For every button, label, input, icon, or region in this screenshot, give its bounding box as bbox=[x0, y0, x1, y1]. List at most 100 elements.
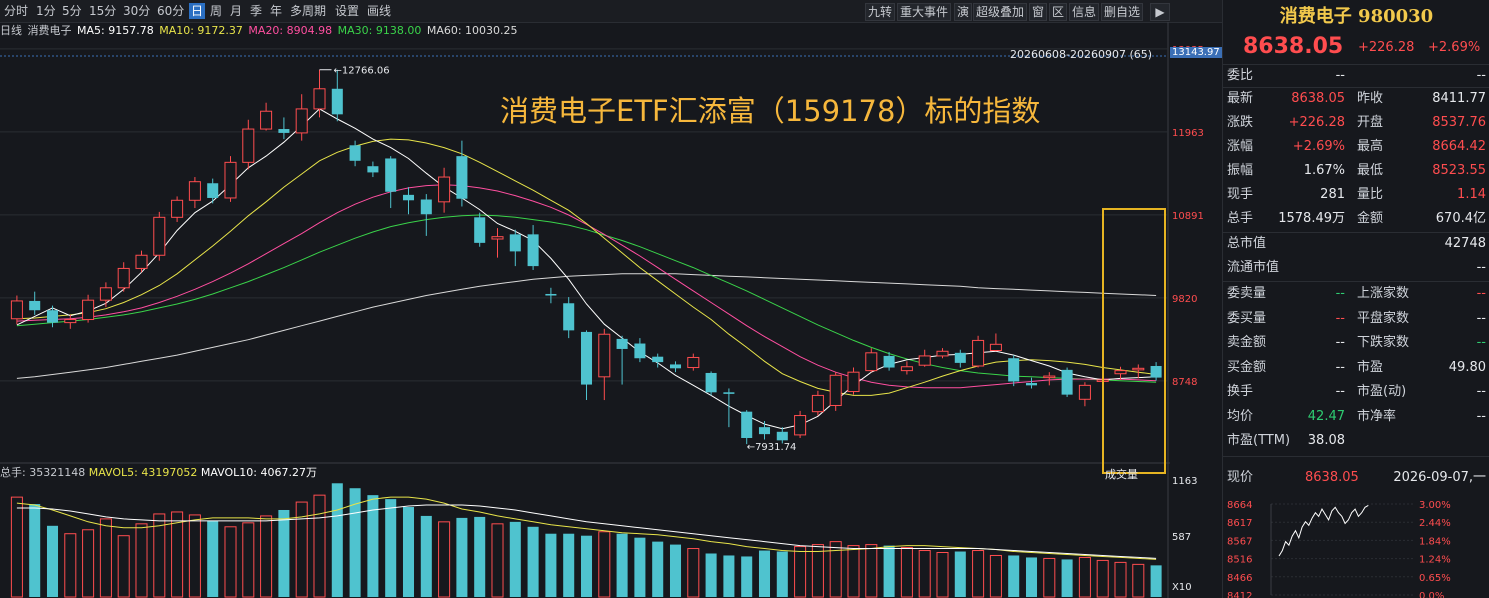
candle-body bbox=[1025, 383, 1038, 386]
candle-body bbox=[474, 217, 486, 243]
mini-right-tick: 3.00% bbox=[1419, 500, 1451, 511]
volume-bar bbox=[634, 537, 646, 597]
period-week[interactable]: 周 bbox=[210, 4, 223, 18]
volume-bar bbox=[1043, 557, 1056, 598]
period-month[interactable]: 月 bbox=[230, 4, 243, 18]
volume-bar bbox=[527, 526, 539, 597]
major-events-button[interactable]: 重大事件 bbox=[897, 3, 952, 21]
candle-body bbox=[972, 339, 985, 367]
quote-label-right: 最低 bbox=[1357, 163, 1384, 178]
candle-body bbox=[242, 128, 255, 163]
volume-bar bbox=[563, 533, 575, 597]
volume-bar bbox=[1008, 555, 1020, 597]
quote-row: 总手 1578.49万 金额 670.4亿 bbox=[1227, 209, 1486, 229]
intraday-mini-chart[interactable]: 8664 3.00% 8617 2.44% 8567 1.84% 8516 1.24% 8466… bbox=[1223, 490, 1489, 598]
period-30min[interactable]: 30分 bbox=[123, 4, 151, 18]
depth-label-right: 市盈 bbox=[1357, 359, 1384, 375]
quote-label-right: 昨收 bbox=[1357, 91, 1384, 106]
candle-body bbox=[1008, 358, 1020, 382]
candle-body bbox=[705, 372, 717, 393]
period-1min[interactable]: 1分 bbox=[36, 4, 56, 18]
candle-body bbox=[82, 299, 95, 321]
candle-body bbox=[563, 303, 575, 331]
candle-body bbox=[207, 183, 219, 198]
settings-button[interactable]: 设置 bbox=[335, 4, 360, 18]
panel-pct: +2.69% bbox=[1428, 40, 1481, 55]
mini-price-line bbox=[1278, 504, 1369, 557]
ma30-value: MA30: 9138.00 bbox=[337, 24, 422, 37]
quote-row: 涨幅 +2.69% 最高 8664.42 bbox=[1227, 137, 1486, 157]
ma5-value: MA5: 9157.78 bbox=[77, 24, 154, 37]
period-5min[interactable]: 5分 bbox=[62, 4, 82, 18]
volume-bar bbox=[331, 483, 343, 597]
collapse-panel-icon[interactable]: ▶ bbox=[1150, 3, 1170, 21]
candle-body bbox=[313, 88, 326, 110]
info-button[interactable]: 信息 bbox=[1069, 3, 1100, 21]
volume-bar bbox=[1061, 559, 1073, 597]
period-fenshi[interactable]: 分时 bbox=[4, 4, 29, 18]
zone-button[interactable]: 区 bbox=[1049, 3, 1068, 21]
candle-body bbox=[153, 216, 166, 256]
volume-bar bbox=[1150, 565, 1162, 597]
depth-value-left: -- bbox=[1335, 359, 1345, 375]
depth-label-left: 买金额 bbox=[1227, 359, 1267, 375]
period-60min[interactable]: 60分 bbox=[157, 4, 185, 18]
mini-left-tick: 8516 bbox=[1227, 555, 1252, 566]
candle-body bbox=[10, 300, 23, 320]
candle-body bbox=[188, 181, 201, 201]
volume-bar bbox=[989, 554, 1002, 598]
high-annotation: ←12766.06 bbox=[334, 66, 390, 77]
volume-bar bbox=[135, 523, 148, 598]
period-quarter[interactable]: 季 bbox=[250, 4, 263, 18]
candle-body bbox=[1132, 367, 1145, 371]
quote-value-right: 8411.77 bbox=[1432, 91, 1486, 106]
jiuzhuan-button[interactable]: 九转 bbox=[865, 3, 896, 21]
depth-value-left: -- bbox=[1335, 286, 1345, 301]
volume-bar bbox=[207, 520, 219, 597]
mini-left-tick: 8567 bbox=[1227, 536, 1252, 547]
volume-bar bbox=[545, 533, 557, 597]
volume-bar bbox=[616, 533, 628, 597]
highlight-box bbox=[1102, 208, 1166, 474]
volume-bar bbox=[99, 518, 112, 598]
volume-bar bbox=[82, 529, 95, 598]
mini-right-tick: 2.44% bbox=[1419, 518, 1451, 529]
volume-bar bbox=[723, 555, 735, 597]
quote-value-right: 670.4亿 bbox=[1435, 211, 1486, 226]
candle-body bbox=[918, 355, 931, 366]
candle-body bbox=[260, 110, 273, 130]
demo-button[interactable]: 演 bbox=[954, 3, 973, 21]
mavol10-value: MAVOL10: 4067.27万 bbox=[200, 466, 317, 479]
remove-watchlist-button[interactable]: 删自选 bbox=[1101, 3, 1144, 21]
super-overlay-button[interactable]: 超级叠加 bbox=[973, 3, 1028, 21]
period-15min[interactable]: 15分 bbox=[89, 4, 117, 18]
window-button[interactable]: 窗 bbox=[1029, 3, 1048, 21]
mini-right-tick: 0.0% bbox=[1419, 591, 1444, 598]
ma60-line bbox=[16, 273, 1157, 379]
candle-body bbox=[278, 129, 290, 133]
kline-chart[interactable]: 130351196310891982087481163587X10←12766.… bbox=[0, 0, 1222, 598]
panel-divider bbox=[1223, 87, 1489, 88]
period-year[interactable]: 年 bbox=[270, 4, 283, 18]
depth-value-left: 42.47 bbox=[1307, 408, 1345, 424]
volume-bar bbox=[385, 499, 397, 597]
volume-bar bbox=[29, 504, 41, 597]
quote-label-right: 最高 bbox=[1357, 139, 1384, 154]
ma60-value: MA60: 10030.25 bbox=[426, 24, 518, 37]
depth-label-left: 卖金额 bbox=[1227, 335, 1267, 350]
draw-line-button[interactable]: 画线 bbox=[367, 4, 392, 18]
candle-body bbox=[420, 199, 432, 215]
candle-body bbox=[1078, 384, 1091, 400]
current-axis-price: 13143.97 bbox=[1170, 47, 1222, 58]
market-cap-label: 流通市值 bbox=[1227, 260, 1280, 275]
ma10-value: MA10: 9172.37 bbox=[159, 24, 243, 37]
period-day[interactable]: 日 bbox=[189, 3, 206, 19]
market-cap-row: 总市值 42748 bbox=[1227, 234, 1486, 254]
depth-row: 换手 -- 市盈(动) -- bbox=[1227, 382, 1486, 402]
panel-divider bbox=[1223, 456, 1489, 457]
volume-bar bbox=[883, 545, 895, 597]
volume-bar bbox=[491, 523, 504, 598]
date-range-label: 20260608-20260907 (65) bbox=[1010, 48, 1153, 61]
period-multi[interactable]: 多周期 bbox=[290, 4, 327, 18]
volume-bar bbox=[188, 514, 201, 598]
